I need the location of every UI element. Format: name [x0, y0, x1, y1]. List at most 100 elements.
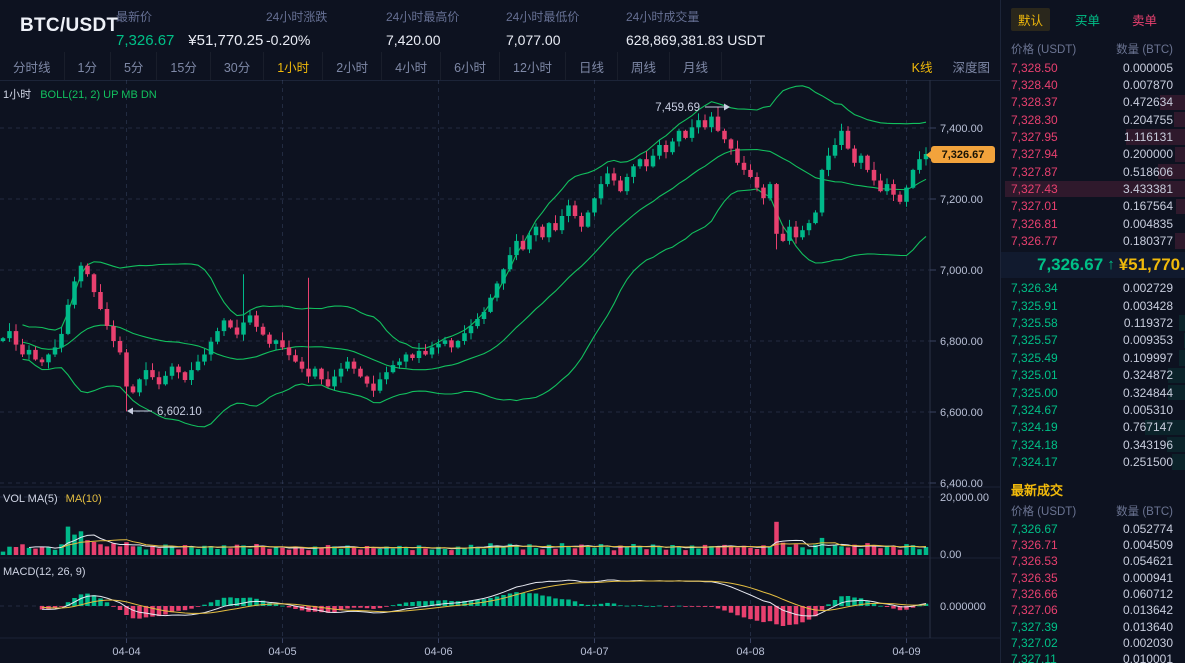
- ask-row[interactable]: 7,327.87 0.518606: [1001, 163, 1185, 180]
- trade-row[interactable]: 7,327.39 0.013640: [1001, 619, 1185, 635]
- svg-text:7,200.00: 7,200.00: [940, 194, 983, 206]
- svg-text:7,000.00: 7,000.00: [940, 265, 983, 277]
- trades-column-headers: 价格 (USDT) 数量 (BTC): [1001, 503, 1185, 521]
- order-amount: 0.472634: [1122, 95, 1173, 110]
- bid-row[interactable]: 7,325.00 0.324844: [1001, 384, 1185, 401]
- bid-row[interactable]: 7,324.17 0.251500: [1001, 453, 1185, 470]
- svg-text:0.00: 0.00: [940, 549, 961, 561]
- bid-row[interactable]: 7,325.57 0.009353: [1001, 332, 1185, 349]
- depth-bar: [1178, 315, 1185, 331]
- tab-30m[interactable]: 30分: [211, 52, 265, 80]
- ask-row[interactable]: 7,328.30 0.204755: [1001, 111, 1185, 128]
- ask-row[interactable]: 7,326.81 0.004835: [1001, 215, 1185, 232]
- stat-label: 24小时最高价: [386, 10, 460, 24]
- order-price: 7,327.01: [1011, 199, 1058, 214]
- trade-row[interactable]: 7,326.67 0.052774: [1001, 521, 1185, 537]
- annotation-high: 7,459.69: [655, 102, 730, 114]
- tab-4h[interactable]: 4小时: [382, 52, 442, 80]
- mid-price-row[interactable]: 7,326.67 ↑ ¥51,770.25: [1001, 251, 1185, 278]
- ask-row[interactable]: 7,328.50 0.000005: [1001, 59, 1185, 76]
- tab-time-line[interactable]: 分时线: [0, 52, 65, 80]
- svg-text:04-05: 04-05: [268, 646, 296, 658]
- tab-12h[interactable]: 12小时: [500, 52, 566, 80]
- bid-row[interactable]: 7,326.34 0.002729: [1001, 280, 1185, 297]
- depth-bar: [1157, 164, 1185, 180]
- svg-text:04-07: 04-07: [580, 646, 608, 658]
- bid-row[interactable]: 7,325.58 0.119372: [1001, 314, 1185, 331]
- depth-bar: [1167, 367, 1185, 383]
- kline-chart-area[interactable]: 1小时 BOLL(21, 2) UP MB DN VOL MA(5) MA(10…: [0, 80, 1000, 663]
- order-amount: 0.009353: [1122, 333, 1173, 348]
- order-amount: 3.433381: [1122, 182, 1173, 197]
- trade-row[interactable]: 7,326.53 0.054621: [1001, 553, 1185, 569]
- trade-row[interactable]: 7,326.35 0.000941: [1001, 570, 1185, 586]
- orderbook-tab-sell[interactable]: 卖单: [1132, 14, 1158, 28]
- tab-6h[interactable]: 6小时: [441, 52, 501, 80]
- order-price: 7,328.30: [1011, 112, 1058, 127]
- order-price: 7,325.91: [1011, 298, 1058, 313]
- trade-amount: 0.054621: [1122, 554, 1173, 569]
- tab-5m[interactable]: 5分: [111, 52, 158, 80]
- depth-bar: [1004, 181, 1185, 197]
- orderbook-panel: 默认 买单 卖单 价格 (USDT) 数量 (BTC) 7,328.50 0.00…: [1000, 0, 1185, 663]
- bid-row[interactable]: 7,325.01 0.324872: [1001, 367, 1185, 384]
- tab-1w[interactable]: 周线: [618, 52, 670, 80]
- trade-amount: 0.002030: [1122, 636, 1173, 651]
- change-value: -0.20%: [266, 32, 311, 48]
- ask-row[interactable]: 7,327.43 3.433381: [1001, 180, 1185, 197]
- orderbook-tab-buy[interactable]: 买单: [1075, 14, 1101, 28]
- svg-text:7,459.69: 7,459.69: [655, 102, 700, 114]
- svg-text:0.000000: 0.000000: [940, 601, 986, 613]
- bid-row[interactable]: 7,324.18 0.343196: [1001, 436, 1185, 453]
- mid-price: 7,326.67: [1037, 254, 1104, 274]
- trade-row[interactable]: 7,327.02 0.002030: [1001, 635, 1185, 651]
- trade-price: 7,327.39: [1011, 619, 1058, 634]
- trade-row[interactable]: 7,327.06 0.013642: [1001, 602, 1185, 618]
- tab-2h[interactable]: 2小时: [323, 52, 383, 80]
- ask-row[interactable]: 7,327.01 0.167564: [1001, 198, 1185, 215]
- tab-1mo[interactable]: 月线: [670, 52, 722, 80]
- orderbook-tab-default[interactable]: 默认: [1011, 8, 1051, 31]
- trade-row[interactable]: 7,326.66 0.060712: [1001, 586, 1185, 602]
- order-price: 7,325.57: [1011, 333, 1058, 348]
- trade-row[interactable]: 7,327.11 0.010001: [1001, 651, 1185, 663]
- stat-24h-change: 24小时涨跌 -0.20%: [266, 8, 327, 48]
- order-amount: 0.324844: [1122, 385, 1173, 400]
- svg-text:6,800.00: 6,800.00: [940, 336, 983, 348]
- ask-row[interactable]: 7,326.77 0.180377: [1001, 232, 1185, 249]
- bid-row[interactable]: 7,325.91 0.003428: [1001, 297, 1185, 314]
- tab-1m[interactable]: 1分: [65, 52, 111, 80]
- order-amount: 0.518606: [1122, 164, 1173, 179]
- ask-row[interactable]: 7,327.95 1.116131: [1001, 128, 1185, 145]
- ask-row[interactable]: 7,327.94 0.200000: [1001, 146, 1185, 163]
- depth-bar: [1179, 350, 1185, 366]
- tab-depth[interactable]: 深度图: [952, 60, 990, 75]
- kline-svg[interactable]: 7,400.00 7,200.00 7,000.00 6,800.00 6,600.00…: [0, 80, 1000, 663]
- order-price: 7,328.50: [1011, 60, 1058, 75]
- pair-title: BTC/USDT: [20, 15, 119, 36]
- bid-row[interactable]: 7,324.19 0.767147: [1001, 419, 1185, 436]
- order-amount: 0.005310: [1122, 402, 1173, 417]
- ask-row[interactable]: 7,328.40 0.007870: [1001, 76, 1185, 93]
- vol-ma5-line: [28, 534, 926, 550]
- trade-amount: 0.010001: [1122, 652, 1173, 663]
- bid-row[interactable]: 7,325.49 0.109997: [1001, 349, 1185, 366]
- order-price: 7,328.40: [1011, 78, 1058, 93]
- boll-layer: [22, 85, 927, 428]
- depth-bar: [1174, 146, 1185, 163]
- tab-1d[interactable]: 日线: [566, 52, 618, 80]
- bid-row[interactable]: 7,324.67 0.005310: [1001, 401, 1185, 418]
- macd-layer: [39, 579, 929, 626]
- orderbook-tabs: 默认 买单 卖单: [1001, 0, 1185, 37]
- ask-row[interactable]: 7,328.37 0.472634: [1001, 94, 1185, 111]
- tab-15m[interactable]: 15分: [157, 52, 211, 80]
- tab-1h[interactable]: 1小时: [264, 52, 324, 80]
- interval-tabbar: 分时线 1分 5分 15分 30分 1小时 2小时 4小时 6小时 12小时 日线 周线 月线 K线 深度…: [0, 52, 1000, 81]
- tab-kline[interactable]: K线: [911, 60, 933, 75]
- candles-layer: [0, 106, 929, 412]
- trade-row[interactable]: 7,326.71 0.004509: [1001, 537, 1185, 553]
- order-price: 7,325.58: [1011, 316, 1058, 331]
- stat-label: 24小时最低价: [506, 10, 580, 24]
- trade-amount: 0.052774: [1122, 521, 1173, 536]
- ask-list: 7,328.50 0.000005 7,328.40 0.007870 7,328.37…: [1001, 59, 1185, 250]
